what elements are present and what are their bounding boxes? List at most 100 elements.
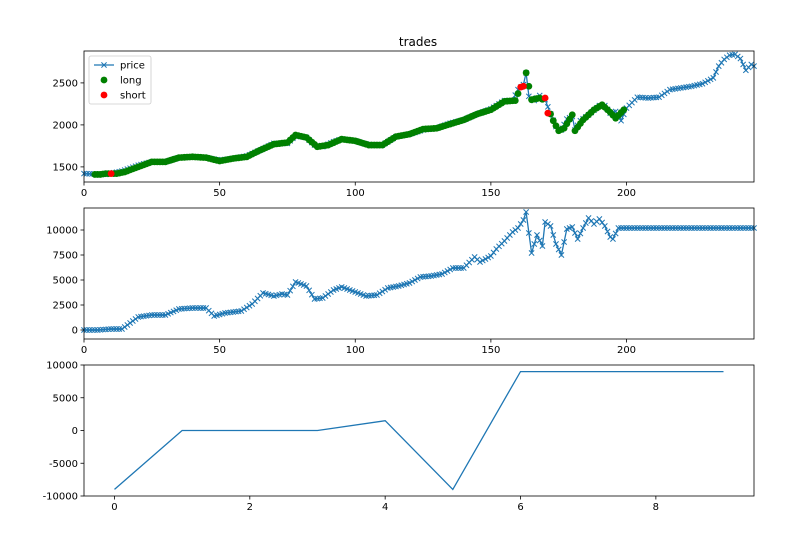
x-marker xyxy=(623,225,630,231)
x-marker xyxy=(726,225,733,231)
legend-entry-short: short xyxy=(100,91,146,102)
x-marker xyxy=(742,225,749,231)
y-tick-label: 0 xyxy=(72,426,78,437)
x-marker xyxy=(599,219,606,226)
x-tick-label: 150 xyxy=(481,188,500,199)
x-marker xyxy=(91,327,98,333)
x-marker xyxy=(628,225,635,231)
x-marker xyxy=(306,287,313,294)
x-tick-label: 200 xyxy=(617,345,636,356)
x-marker xyxy=(658,225,665,231)
legend-label: short xyxy=(120,91,146,102)
short-point xyxy=(520,82,527,90)
x-marker xyxy=(539,243,546,249)
x-marker xyxy=(615,225,622,231)
x-marker xyxy=(558,252,565,258)
short-point xyxy=(544,109,552,117)
x-marker xyxy=(734,225,741,231)
x-marker xyxy=(544,103,551,110)
x-marker xyxy=(490,249,497,256)
x-marker xyxy=(284,292,291,298)
legend-x-marker xyxy=(101,62,107,68)
x-marker xyxy=(512,227,519,233)
x-marker xyxy=(119,326,125,332)
x-marker xyxy=(544,221,551,227)
x-marker xyxy=(409,278,416,285)
x-marker xyxy=(83,327,90,333)
x-tick-label: 6 xyxy=(517,502,523,513)
x-marker xyxy=(151,312,158,318)
x-marker xyxy=(647,225,654,231)
x-marker xyxy=(683,225,690,231)
x-marker xyxy=(156,312,163,318)
x-marker xyxy=(243,304,250,311)
x-tick-label: 100 xyxy=(346,345,365,356)
short-point xyxy=(541,94,549,102)
x-tick-label: 4 xyxy=(382,502,388,513)
x-marker xyxy=(653,225,660,231)
y-tick-label: 2500 xyxy=(53,78,78,89)
x-marker xyxy=(487,253,494,259)
x-tick-label: 150 xyxy=(481,345,500,356)
x-marker xyxy=(246,302,253,309)
x-marker xyxy=(637,225,644,231)
x-marker xyxy=(642,225,649,231)
x-marker xyxy=(192,305,199,311)
x-marker xyxy=(577,230,584,237)
y-tick-label: -10000 xyxy=(43,492,78,503)
x-marker xyxy=(124,322,131,328)
x-marker xyxy=(553,241,559,247)
x-marker xyxy=(748,225,755,231)
x-marker xyxy=(707,225,714,231)
x-marker xyxy=(108,326,115,332)
x-marker xyxy=(159,312,166,318)
x-marker xyxy=(702,79,709,86)
x-marker xyxy=(612,230,619,237)
x-marker xyxy=(729,225,736,231)
x-marker xyxy=(639,225,646,231)
x-marker xyxy=(561,239,568,245)
x-marker xyxy=(699,225,706,231)
x-tick-label: 2 xyxy=(247,502,253,513)
x-marker xyxy=(732,225,738,231)
x-marker xyxy=(707,76,714,83)
x-marker xyxy=(148,312,155,318)
x-marker xyxy=(121,324,128,330)
x-marker xyxy=(382,286,389,293)
x-marker xyxy=(715,225,722,231)
x-marker xyxy=(631,225,638,231)
x-marker xyxy=(132,316,139,322)
x-marker xyxy=(672,225,679,231)
x-marker xyxy=(656,94,663,101)
x-marker xyxy=(694,225,700,231)
x-marker xyxy=(327,289,334,295)
subplot-middle: 0 50 100 150 200 0 2500 5000 7500 10000 xyxy=(46,207,757,356)
x-marker xyxy=(154,312,161,318)
x-tick-label: 50 xyxy=(213,345,226,356)
x-marker xyxy=(536,237,543,244)
x-marker xyxy=(677,225,684,231)
x-marker xyxy=(704,77,711,84)
x-marker xyxy=(479,257,486,264)
x-marker xyxy=(194,305,201,311)
x-tick-label: 100 xyxy=(346,188,365,199)
x-marker xyxy=(542,219,549,225)
x-marker xyxy=(322,293,329,299)
short-point xyxy=(107,170,115,178)
x-marker xyxy=(523,209,530,215)
x-marker xyxy=(688,225,695,231)
x-marker xyxy=(515,225,521,231)
x-marker xyxy=(664,225,671,231)
x-marker xyxy=(289,283,296,290)
x-marker xyxy=(509,229,516,235)
x-marker xyxy=(406,280,413,286)
x-marker xyxy=(189,305,196,311)
long-point xyxy=(511,97,519,104)
x-marker xyxy=(241,306,247,313)
x-marker xyxy=(569,224,576,230)
x-marker xyxy=(86,327,93,333)
x-tick-label: 200 xyxy=(617,188,636,199)
x-marker xyxy=(618,225,625,231)
x-marker xyxy=(308,291,315,298)
